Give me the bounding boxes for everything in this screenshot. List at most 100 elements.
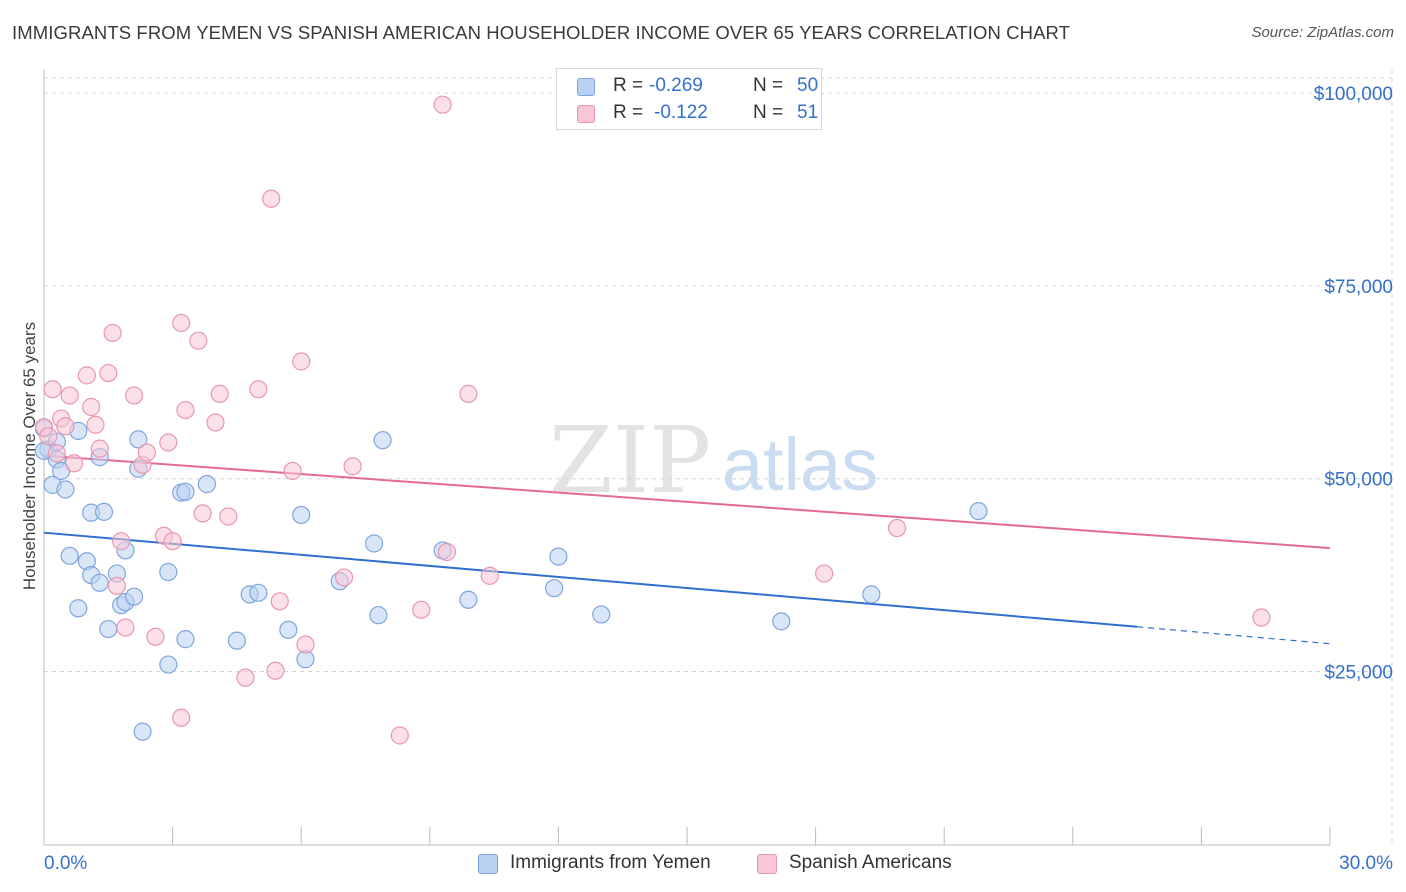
data-point-spanish [390,726,409,745]
data-point-spanish [292,352,311,371]
data-point-yemen [373,431,392,450]
data-point-spanish [296,635,315,654]
data-point-yemen [90,573,109,592]
data-point-spanish [266,661,285,680]
n-label: N = [753,75,784,96]
y-tick-label: $50,000 [1324,470,1393,491]
data-point-spanish [270,592,289,611]
data-point-spanish [43,380,62,399]
data-point-yemen [227,631,246,650]
r-label: R = [613,102,644,123]
data-point-yemen [159,655,178,674]
data-point-spanish [176,400,195,420]
data-point-spanish [86,415,105,434]
data-point-spanish [262,189,281,208]
data-point-spanish [437,542,457,562]
data-point-spanish [412,600,431,619]
data-point-spanish [90,439,109,458]
data-point-spanish [60,386,79,405]
data-point-yemen [549,547,568,566]
data-point-spanish [163,532,182,551]
data-point-yemen [129,430,148,449]
n-label: N = [753,102,784,123]
data-point-yemen [56,480,75,499]
data-point-spanish [283,461,302,481]
data-point-spanish [343,457,362,476]
data-point-yemen [369,606,388,625]
data-point-yemen [133,722,152,741]
trend-line-yemen [43,531,1138,628]
data-points [34,95,1271,745]
x-tick-label: 30.0% [1339,853,1393,874]
tick-labels: $25,000 $50,000 $75,000 $100,000 0.0% 30.0% [44,84,1393,874]
r-value: -0.122 [654,102,708,123]
r-label: R = [613,75,644,96]
data-point-yemen [60,546,79,565]
data-point-yemen [292,505,311,525]
data-point-spanish [334,568,354,587]
legend-swatch-pink [577,105,595,123]
data-point-spanish [47,444,66,463]
chart-title: IMMIGRANTS FROM YEMEN VS SPANISH AMERICA… [12,22,1071,43]
data-point-spanish [137,443,156,462]
data-point-spanish [433,95,452,114]
data-point-spanish [1252,608,1271,627]
data-point-spanish [77,366,96,385]
data-point-spanish [172,708,191,727]
axes [43,70,1331,846]
legend-swatch-blue [478,854,498,874]
trend-line-spanish [43,454,1331,550]
data-point-yemen [772,612,791,631]
trend-line-yemen-extension [1137,626,1331,645]
data-point-yemen [279,620,298,639]
y-tick-label: $75,000 [1324,277,1393,298]
data-point-spanish [480,566,499,585]
r-value: -0.269 [649,75,703,96]
data-point-spanish [206,413,225,432]
data-point-spanish [103,323,122,343]
data-point-spanish [172,313,191,333]
data-point-spanish [815,564,834,583]
data-point-spanish [236,668,255,687]
y-tick-label: $100,000 [1314,84,1393,105]
data-point-spanish [159,433,178,452]
series-legend: Immigrants from Yemen Spanish Americans [0,852,1406,878]
data-point-spanish [249,380,268,399]
data-point-yemen [176,630,195,649]
data-point-spanish [219,507,238,526]
correlation-legend: R = -0.269 N = 50 R = -0.122 N = 51 [556,68,822,130]
data-point-yemen [862,585,881,604]
data-point-spanish [112,532,131,551]
n-value: 51 [797,102,819,123]
data-point-spanish [116,618,135,637]
data-point-spanish [39,427,58,446]
data-point-yemen [176,482,195,501]
data-point-spanish [210,384,229,403]
source-label: Source: ZipAtlas.com [1251,24,1394,41]
watermark: ZIP atlas [549,407,878,514]
data-point-yemen [94,502,114,521]
data-point-yemen [364,534,384,553]
grid-lines [44,70,1393,845]
data-point-spanish [64,454,84,473]
data-point-yemen [592,605,611,624]
data-point-spanish [99,363,118,383]
trend-lines [43,454,1331,645]
legend-swatch-blue [577,78,595,96]
data-point-yemen [99,619,118,639]
data-point-spanish [56,417,75,436]
data-point-yemen [969,501,988,521]
data-point-spanish [146,627,165,646]
data-point-spanish [82,397,101,417]
legend-swatch-pink [757,854,777,874]
legend-label: Immigrants from Yemen [510,852,711,873]
data-point-yemen [459,590,478,609]
data-point-yemen [69,599,88,618]
data-point-spanish [887,518,907,538]
data-point-spanish [189,331,208,350]
data-point-yemen [197,475,216,494]
data-point-yemen [124,587,144,606]
data-point-spanish [459,384,478,403]
data-point-yemen [249,583,268,602]
